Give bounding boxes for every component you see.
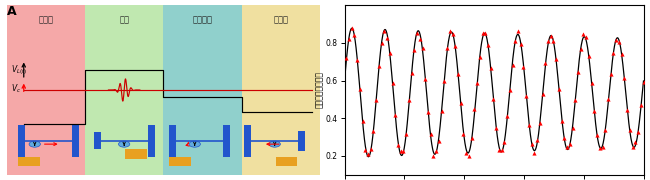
Text: 読み出し: 読み出し bbox=[192, 15, 213, 24]
Bar bbox=[72, 125, 79, 157]
Bar bbox=[125, 149, 147, 159]
Text: 初期化: 初期化 bbox=[38, 15, 53, 24]
FancyArrowPatch shape bbox=[186, 142, 189, 146]
Bar bbox=[148, 125, 155, 157]
Circle shape bbox=[189, 141, 200, 147]
Bar bbox=[18, 157, 40, 166]
Y-axis label: 上向きスピン確率: 上向きスピン確率 bbox=[315, 71, 324, 109]
Bar bbox=[163, 5, 242, 175]
Text: A: A bbox=[6, 5, 16, 18]
Text: $V_c$: $V_c$ bbox=[11, 82, 21, 94]
Bar bbox=[169, 157, 191, 166]
Bar bbox=[242, 5, 320, 175]
Bar bbox=[18, 125, 25, 157]
Bar bbox=[85, 5, 163, 175]
Bar bbox=[6, 5, 85, 175]
Bar bbox=[298, 131, 305, 151]
Text: 操作: 操作 bbox=[119, 15, 129, 24]
Text: $V_{L(t)}$: $V_{L(t)}$ bbox=[11, 63, 27, 77]
Circle shape bbox=[29, 141, 40, 147]
Bar bbox=[223, 125, 230, 157]
Circle shape bbox=[269, 141, 280, 147]
Bar bbox=[276, 157, 298, 166]
Text: 空乏化: 空乏化 bbox=[274, 15, 289, 24]
Text: B: B bbox=[285, 0, 294, 2]
Bar bbox=[244, 125, 251, 157]
Bar bbox=[169, 125, 176, 157]
Bar bbox=[94, 132, 101, 149]
Circle shape bbox=[118, 141, 130, 147]
